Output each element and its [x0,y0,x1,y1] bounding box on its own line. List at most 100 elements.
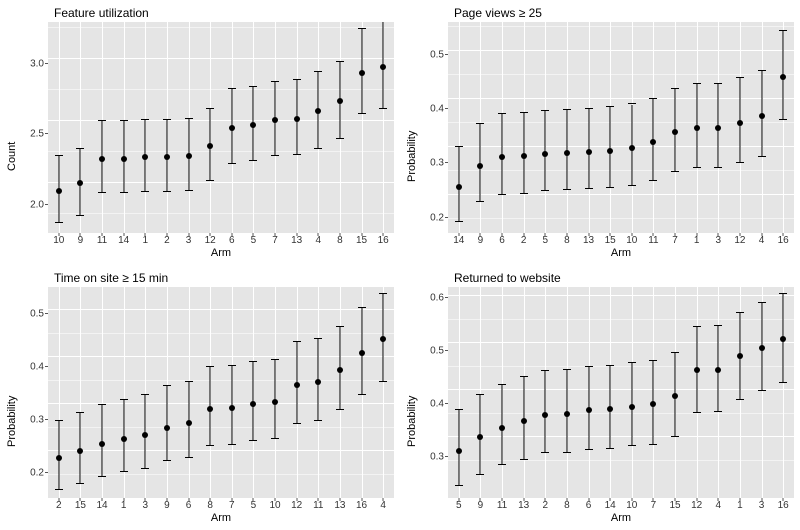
x-tick-label: 13 [583,235,594,246]
x-tick-label: 9 [78,235,84,246]
data-point [77,448,83,454]
x-tick-label: 16 [778,235,789,246]
x-tick-label: 14 [605,500,616,511]
data-point [142,432,148,438]
data-point [629,404,635,410]
x-tick-label: 4 [759,235,765,246]
x-tick-label: 2 [543,500,549,511]
x-tick-mark [631,498,632,501]
x-tick-label: 14 [97,500,108,511]
x-tick-mark [339,498,340,501]
x-tick-mark [166,498,167,501]
data-point [586,149,592,155]
error-cap-bottom [520,459,528,460]
data-point [229,405,235,411]
x-tick-label: 12 [291,500,302,511]
error-cap-bottom [379,381,387,382]
x-tick-label: 8 [564,235,570,246]
y-tick-label: 2.0 [30,199,44,210]
data-point [607,406,613,412]
error-cap-top [76,412,84,413]
x-tick-label: 14 [118,235,129,246]
error-cap-top [120,399,128,400]
data-point [672,393,678,399]
data-point [121,436,127,442]
y-tick-label: 0.6 [430,292,444,303]
x-tick-mark [58,233,59,236]
x-tick-label: 6 [229,235,235,246]
data-point [521,418,527,424]
x-tick-mark [383,498,384,501]
data-point [650,139,656,145]
grid-minor-h [448,170,794,171]
x-tick-label: 9 [478,500,484,511]
chart-wrap: Probability 0.30.40.50.6 591113286141071… [406,287,794,526]
y-tick-label: 0.5 [30,308,44,319]
error-cap-bottom [736,162,744,163]
x-tick-mark [145,498,146,501]
error-cap-bottom [120,192,128,193]
error-cap-bottom [358,113,366,114]
x-tick-mark [675,498,676,501]
x-tick-mark [275,233,276,236]
x-tick-mark [296,233,297,236]
x-tick-label: 11 [313,500,323,511]
error-cap-bottom [563,452,571,453]
chart-grid: Feature utilization Count 2.02.53.0 1091… [0,0,800,530]
x-tick-label: 10 [626,235,637,246]
error-cap-top [671,88,679,89]
y-tick-label: 0.3 [430,451,444,462]
x-tick-mark [361,498,362,501]
error-cap-bottom [314,420,322,421]
data-point [564,411,570,417]
x-tick-mark [566,233,567,236]
data-point [607,148,613,154]
data-point [521,153,527,159]
data-point [359,350,365,356]
error-cap-bottom [671,171,679,172]
x-tick-label: 11 [648,235,658,246]
panel-title: Feature utilization [54,6,394,20]
x-tick-mark [783,233,784,236]
x-tick-label: 3 [143,500,149,511]
x-tick-label: 5 [543,235,549,246]
error-cap-top [249,86,257,87]
error-cap-top [563,369,571,370]
error-cap-top [606,365,614,366]
error-cap-bottom [649,444,657,445]
x-tick-label: 4 [316,235,322,246]
data-point [715,367,721,373]
x-tick-mark [631,233,632,236]
error-cap-top [228,88,236,89]
x-tick-mark [653,498,654,501]
x-tick-mark [675,233,676,236]
x-tick-mark [145,233,146,236]
error-cap-top [585,108,593,109]
x-tick-mark [188,233,189,236]
error-cap-top [520,112,528,113]
panel-returned: Returned to website Probability 0.30.40.… [400,265,800,530]
x-tick-label: 8 [337,235,343,246]
error-cap-top [336,61,344,62]
x-tick-label: 2 [521,235,527,246]
error-cap-top [358,307,366,308]
data-point [186,420,192,426]
grid-minor-h [448,460,794,461]
grid-minor-h [448,413,794,414]
data-point [229,125,235,131]
data-point [164,425,170,431]
data-point [737,353,743,359]
error-cap-bottom [585,449,593,450]
x-tick-label: 16 [378,235,389,246]
panel-page-views: Page views ≥ 25 Probability 0.20.30.40.5… [400,0,800,265]
x-tick-label: 7 [672,235,678,246]
error-cap-bottom [649,180,657,181]
error-cap-top [141,394,149,395]
x-tick-label: 10 [626,500,637,511]
error-cap-top [358,28,366,29]
error-cap-top [541,370,549,371]
error-cap-top [649,98,657,99]
x-tick-mark [296,498,297,501]
data-point [315,379,321,385]
x-tick-mark [383,233,384,236]
